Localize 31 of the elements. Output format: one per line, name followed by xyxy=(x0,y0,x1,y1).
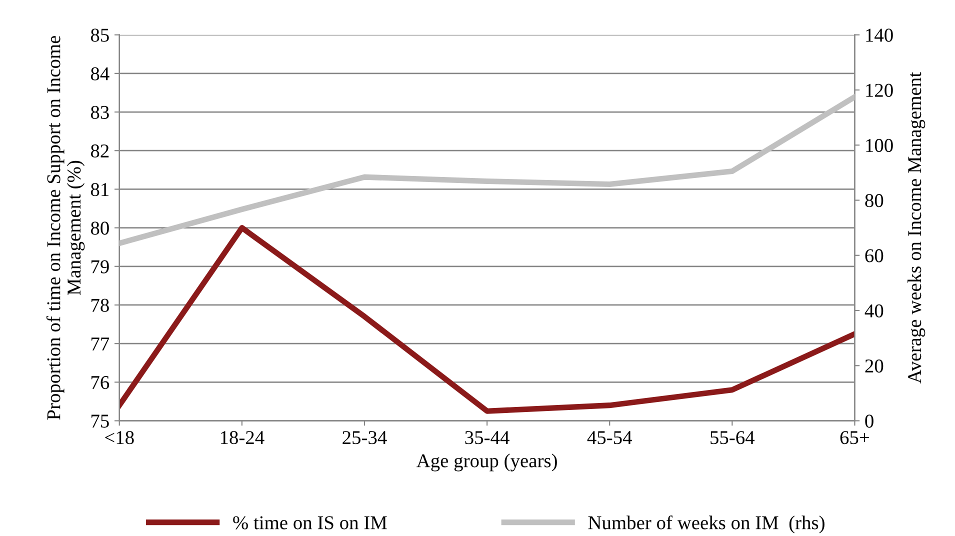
y-tick-label: 84 xyxy=(90,67,110,80)
legend-label: Number of weeks on IM (rhs) xyxy=(588,515,824,534)
y-tick-label: 79 xyxy=(91,260,109,274)
y2-tick-label: 60 xyxy=(865,249,884,262)
y-axis-title: Proportion of time on Income Support on Income Management (%) xyxy=(46,36,85,420)
y-tick-label: 75 xyxy=(91,414,109,428)
x-tick-label: 55-64 xyxy=(710,431,755,444)
y-tick-label: 82 xyxy=(90,144,109,158)
y2-tick-label: 140 xyxy=(866,28,893,42)
x-tick-label: 65+ xyxy=(840,431,869,444)
y-tick-label: 80 xyxy=(90,222,109,235)
x-tick-label: <18 xyxy=(105,431,134,444)
y2-tick-label: 40 xyxy=(864,304,884,318)
y2-tick-label: 120 xyxy=(866,84,893,97)
x-axis-title: Age group (years) xyxy=(416,454,557,472)
y-tick-label: 76 xyxy=(91,376,110,390)
x-tick-label: 35-44 xyxy=(465,431,510,444)
y-tick-label: 81 xyxy=(90,183,108,196)
y2-tick-label: 100 xyxy=(866,138,893,152)
x-tick-label: 18-24 xyxy=(220,431,264,444)
y-tick-label: 85 xyxy=(90,28,109,42)
y-tick-label: 78 xyxy=(91,298,109,312)
y2-tick-label: 0 xyxy=(865,414,874,428)
y2-axis-title: Average weeks on Income Management xyxy=(908,72,926,384)
y-tick-label: 77 xyxy=(91,338,110,350)
x-tick-label: 45-54 xyxy=(587,431,632,444)
y2-tick-label: 20 xyxy=(865,359,884,373)
x-tick-label: 25-34 xyxy=(342,431,387,444)
y2-tick-label: 80 xyxy=(865,194,884,208)
y-tick-label: 83 xyxy=(90,106,109,119)
legend-label: % time on IS on IM xyxy=(233,516,387,530)
